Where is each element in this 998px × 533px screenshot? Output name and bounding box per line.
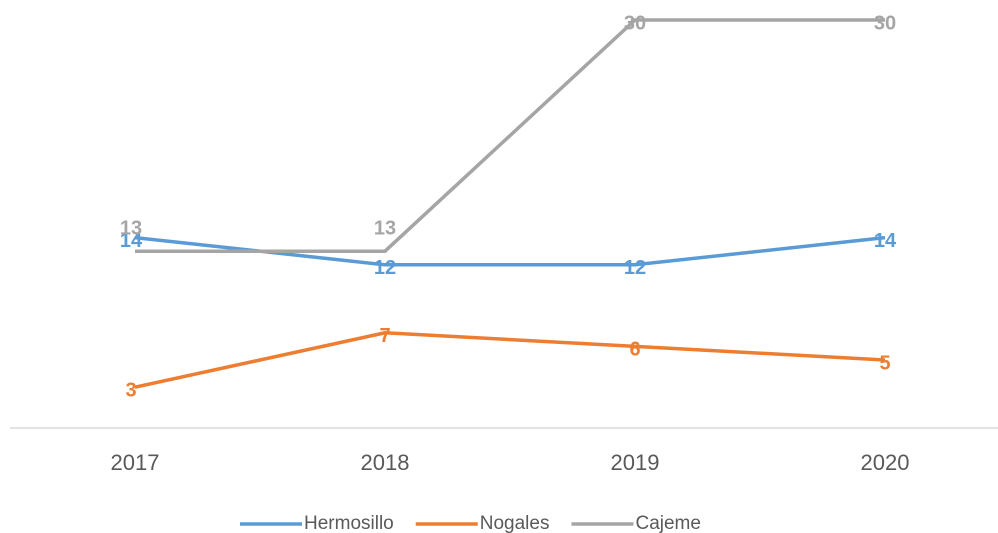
- x-tick-label: 2018: [361, 450, 410, 475]
- data-label: 14: [874, 230, 897, 252]
- data-label: 5: [879, 352, 890, 374]
- x-tick-label: 2019: [611, 450, 660, 475]
- data-label: 6: [629, 339, 640, 361]
- x-tick-label: 2020: [861, 450, 910, 475]
- data-label: 12: [374, 257, 396, 279]
- legend-label: Nogales: [480, 513, 550, 533]
- data-label: 7: [379, 325, 390, 347]
- data-label: 13: [120, 217, 142, 239]
- legend-label: Cajeme: [635, 513, 700, 533]
- data-label: 30: [874, 12, 896, 34]
- data-label: 3: [125, 379, 136, 401]
- data-label: 30: [624, 12, 646, 34]
- legend-label: Hermosillo: [304, 513, 394, 533]
- data-label: 13: [374, 217, 396, 239]
- data-label: 14: [120, 230, 143, 252]
- x-tick-label: 2017: [111, 450, 160, 475]
- data-label: 12: [624, 257, 646, 279]
- series-line: [135, 18, 885, 253]
- series-line: [134, 331, 886, 389]
